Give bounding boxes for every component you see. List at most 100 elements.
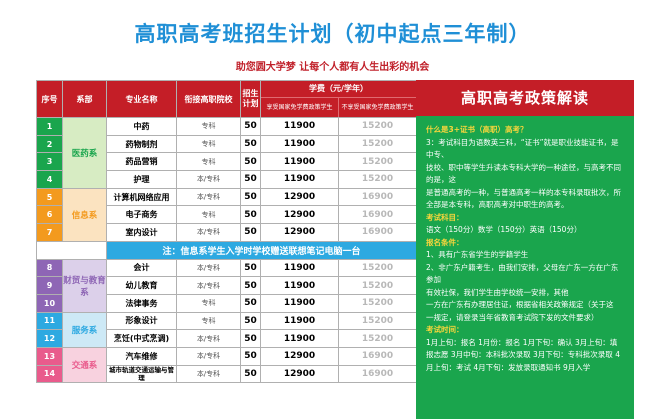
fee-exempt: 11900 [260,293,339,313]
fee-exempt: 12900 [260,187,339,207]
policy-section-heading: 什么是3+证书（高职）高考？ [426,125,528,134]
fee-exempt: 11900 [260,329,339,348]
policy-section-heading: 报名条件： [426,237,464,247]
level: 本/专科 [176,276,241,295]
policy-text-line: 是普通高考的一种，与普通高考一样的本专科录取批次，所 [426,187,621,197]
fee-exempt: 11900 [260,134,339,154]
row-number: 9 [36,276,63,295]
note-text: 注：信息系学生入学时学校赠送联想笔记电脑一台 [106,240,417,260]
major-name: 护理 [106,170,177,189]
policy-text-line: 有效社保，我们学生由学校统一安排，其他 [426,287,569,297]
fee-regular: 16900 [338,205,417,225]
major-name: 烹饪(中式烹调) [106,329,177,348]
policy-text-line: 1、具有广东省学生的学籍学生 [426,250,529,259]
fee-exempt: 11900 [260,276,339,295]
enrollment-count: 50 [240,117,261,136]
level: 专科 [176,152,241,172]
page-subtitle: 助您圆大学梦 让每个人都有人生出彩的机会 [235,62,430,73]
row-number: 6 [36,205,63,225]
policy-panel: 高职高考政策解读 什么是3+证书（高职）高考？ 3：考试科目为语数英三科，“证书”… [416,80,634,419]
major-name: 药物制剂 [106,134,177,154]
level: 专科 [176,117,241,136]
level: 专科 [176,311,241,331]
row-number: 12 [36,329,63,348]
row-number: 13 [36,346,63,366]
major-name: 形象设计 [106,311,177,331]
table-row: 14 城市轨道交通运输与管理 本/专科 50 12900 16900 [36,364,417,384]
table-header-row: 序号 系部 专业名称 衔接高职院校 招生计划 学费（元/学年） 享受国家免学费政… [36,80,417,118]
header-major: 专业名称 [106,80,177,118]
table-row: 10 法律事务 专科 50 11900 15200 [36,293,417,313]
fee-regular: 15200 [338,117,417,136]
level: 专科 [176,293,241,313]
fee-exempt: 11900 [260,117,339,136]
enrollment-count: 50 [240,134,261,154]
fee-regular: 15200 [338,293,417,313]
fee-exempt: 11900 [260,311,339,331]
major-name: 城市轨道交通运输与管理 [106,364,177,384]
table-row: 5 信息系 计算机网络应用 本/专科 50 12900 16900 [36,187,417,242]
table-row: 9 幼儿教育 本/专科 50 11900 15200 [36,276,417,295]
header-dept: 系部 [62,80,107,118]
department-cell: 交通系 [62,346,107,384]
policy-text-line: 技校、职中等学生升读本专科大学的一种途径，与高考不同的是，这 [426,162,621,185]
enrollment-count: 50 [240,152,261,172]
table-row: 7 室内设计 本/专科 50 12900 16900 [36,223,417,242]
note-row: 注：信息系学生入学时学校赠送联想笔记电脑一台 [36,240,417,260]
major-name: 药品营销 [106,152,177,172]
policy-text-line: 一规定，请登录当年省教育考试院下发的文件要求） [426,312,599,322]
row-number: 3 [36,152,63,172]
enrollment-count: 50 [240,364,261,384]
fee-regular: 16900 [338,187,417,207]
policy-text-line: 1月上旬：报名 1月份：报名 1月下旬：确认 3月上旬：填报志愿 3月中旬：本科… [426,337,620,372]
major-name: 汽车维修 [106,346,177,366]
level: 本/专科 [176,170,241,189]
policy-body: 什么是3+证书（高职）高考？ 3：考试科目为语数英三科，“证书”就是职业技能证书，… [416,116,634,419]
row-number: 1 [36,117,63,136]
policy-text-line: 2、非广东户籍考生，由我们安排，父母在广东一方在广东参加 [426,262,619,285]
fee-regular: 15200 [338,329,417,348]
fee-regular: 16900 [338,223,417,242]
header-level: 衔接高职院校 [176,80,241,118]
level: 本/专科 [176,346,241,366]
fee-regular: 15200 [338,258,417,278]
department-cell: 信息系 [62,187,107,242]
row-number: 2 [36,134,63,154]
enrollment-count: 50 [240,223,261,242]
row-number: 8 [36,258,63,278]
enrollment-count: 50 [240,276,261,295]
fee-exempt: 11900 [260,152,339,172]
row-number: 11 [36,311,63,331]
enrollment-count: 50 [240,329,261,348]
level: 专科 [176,134,241,154]
fee-regular: 15200 [338,170,417,189]
major-name: 中药 [106,117,177,136]
level: 本/专科 [176,364,241,384]
major-name: 法律事务 [106,293,177,313]
row-number: 14 [36,364,63,384]
enrollment-count: 50 [240,205,261,225]
fee-exempt: 12900 [260,205,339,225]
major-name: 室内设计 [106,223,177,242]
department-cell: 财贸与教育系 [62,258,107,313]
fee-exempt: 12900 [260,223,339,242]
level: 本/专科 [176,329,241,348]
level: 专科 [176,205,241,225]
department-cell: 服务系 [62,311,107,348]
header-no: 序号 [36,80,63,118]
policy-text-line: 语文（150分）数学（150分）英语（150分） [426,225,582,234]
enrollment-table: 序号 系部 专业名称 衔接高职院校 招生计划 学费（元/学年） 享受国家免学费政… [36,80,417,384]
enrollment-count: 50 [240,293,261,313]
fee-regular: 16900 [338,364,417,384]
header-fee2: 不享受国家免学费政策学生 [341,104,414,111]
table-row: 8 财贸与教育系 会计 本/专科 50 11900 15200 [36,258,417,313]
policy-section-heading: 考试科目： [426,212,464,222]
page-title: 高职高考班招生计划（初中起点三年制） [134,22,531,46]
policy-text-line: 3：考试科目为语数英三科，“证书”就是职业技能证书，是中专、 [426,137,619,160]
fee-exempt: 12900 [260,364,339,384]
fee-regular: 15200 [338,311,417,331]
fee-regular: 15200 [338,152,417,172]
header-tuition-label: 学费（元/学年） [261,82,416,98]
header-fee1: 享受国家免学费政策学生 [262,98,339,117]
policy-heading: 高职高考政策解读 [416,80,634,116]
